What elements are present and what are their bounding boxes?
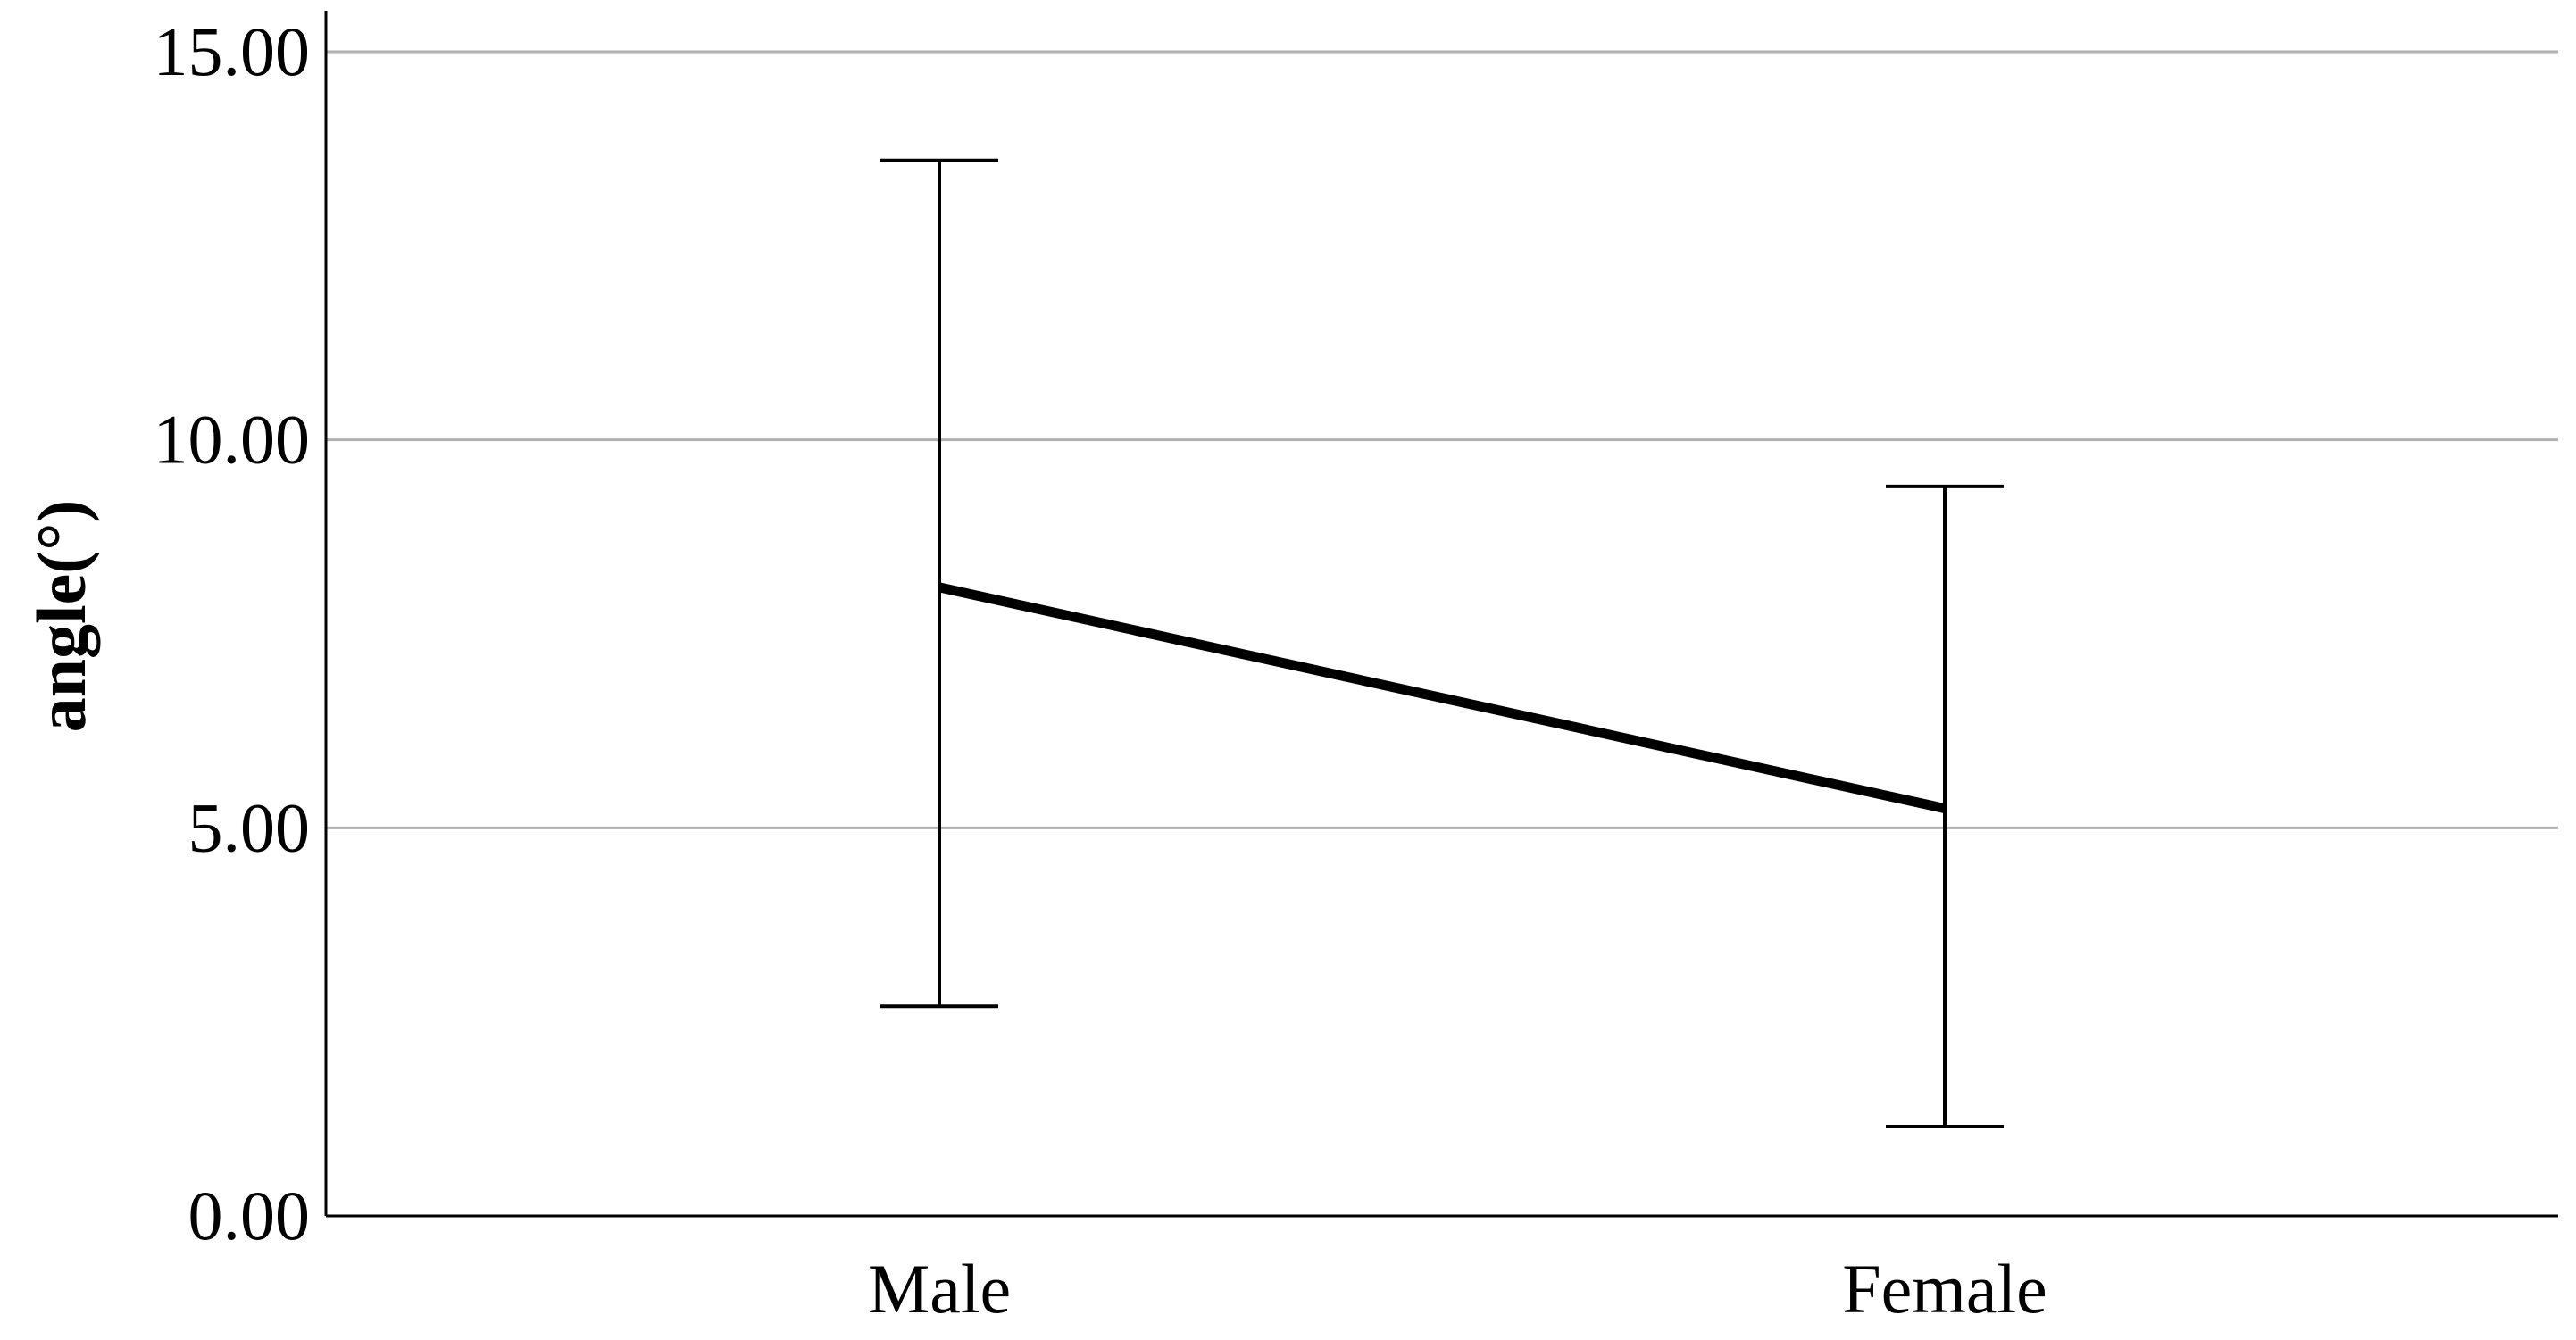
- x-tick-label: Male: [868, 1250, 1011, 1328]
- y-tick-label: 0.00: [188, 1177, 311, 1254]
- y-tick-label: 15.00: [154, 12, 311, 90]
- gridlines: [326, 50, 2558, 829]
- axes: [324, 11, 2558, 1218]
- y-tick-label: 5.00: [188, 788, 311, 866]
- y-tick-labels: 0.00 5.00 10.00 15.00: [154, 12, 311, 1254]
- mean-line: [938, 582, 1947, 813]
- x-tick-label: Female: [1842, 1250, 2047, 1328]
- y-axis-title: angle(°): [22, 500, 100, 733]
- mean-line-series: [938, 582, 1947, 813]
- y-tick-label: 10.00: [154, 401, 311, 479]
- x-tick-labels: Male Female: [868, 1250, 2047, 1328]
- error-bars: [880, 158, 2004, 1129]
